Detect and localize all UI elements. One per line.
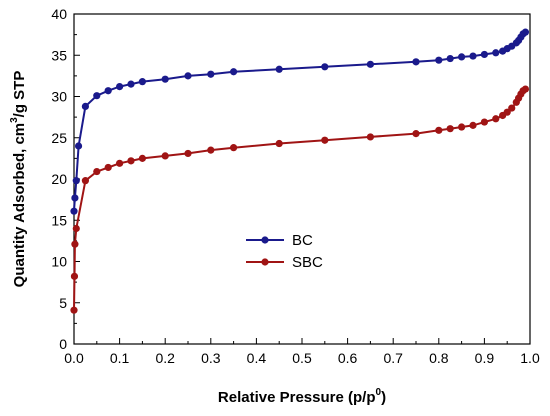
data-point-bc (275, 65, 283, 73)
y-tick-label: 15 (51, 212, 67, 228)
data-point-bc (521, 28, 530, 36)
data-point-bc (412, 58, 420, 66)
data-point-bc (104, 87, 112, 95)
data-point-sbc (412, 130, 420, 138)
y-tick-label: 20 (51, 171, 67, 187)
legend: BC SBC (246, 232, 323, 271)
legend-marker-sbc (261, 258, 269, 266)
x-tick-label: 0.1 (110, 350, 130, 366)
data-point-bc (458, 53, 466, 61)
y-axis: 0 5 10 15 20 25 30 35 40 (51, 6, 80, 352)
data-point-bc (435, 56, 443, 64)
data-point-bc (321, 63, 329, 71)
data-point-sbc (469, 121, 477, 129)
data-point-sbc (435, 126, 443, 134)
data-point-sbc (161, 152, 169, 160)
data-point-sbc (104, 163, 112, 172)
data-point-sbc (116, 159, 124, 167)
data-point-sbc (446, 125, 454, 133)
data-point-sbc (81, 177, 89, 185)
x-tick-label: 1.0 (520, 350, 540, 366)
data-point-sbc (70, 306, 78, 314)
y-tick-label: 0 (59, 336, 67, 352)
x-tick-label: 0.9 (475, 350, 495, 366)
data-point-bc (81, 102, 89, 110)
y-tick-label: 5 (59, 295, 67, 311)
x-tick-label: 0.0 (64, 350, 84, 366)
x-axis-label: Relative Pressure (p/p0) (218, 387, 386, 406)
data-point-sbc (321, 136, 329, 144)
data-point-sbc (138, 154, 146, 162)
data-point-bc (184, 72, 192, 80)
data-point-sbc (230, 144, 238, 152)
data-point-bc (70, 207, 78, 215)
y-axis-label: Quantity Adsorbed, cm3/g STP (9, 71, 28, 288)
data-point-sbc (521, 85, 530, 93)
series-layer (70, 28, 530, 314)
legend-label-bc: BC (292, 232, 313, 249)
data-point-sbc (492, 115, 500, 123)
data-point-bc (71, 194, 79, 202)
y-tick-label: 25 (51, 130, 67, 146)
y-tick-label: 10 (51, 254, 67, 270)
data-point-sbc (93, 167, 101, 176)
data-point-bc (116, 83, 124, 91)
data-point-sbc (275, 139, 283, 148)
plot-area (73, 13, 531, 345)
data-point-sbc (72, 224, 80, 233)
series-line-bc (73, 31, 526, 212)
x-tick-label: 0.7 (383, 350, 403, 366)
data-point-sbc (127, 157, 135, 165)
data-point-bc (138, 78, 146, 86)
data-point-sbc (508, 104, 516, 112)
data-point-bc (366, 60, 374, 68)
x-tick-label: 0.3 (201, 350, 221, 366)
data-point-sbc (71, 240, 79, 248)
data-point-bc (480, 50, 488, 59)
data-point-bc (446, 54, 454, 63)
x-tick-label: 0.8 (429, 350, 449, 366)
data-point-bc (161, 75, 169, 83)
data-point-sbc (366, 133, 374, 141)
data-point-sbc (70, 272, 79, 280)
x-tick-label: 0.5 (292, 350, 312, 366)
x-tick-label: 0.4 (247, 350, 267, 366)
data-point-bc (492, 49, 500, 57)
data-point-sbc (458, 123, 466, 131)
data-point-sbc (503, 108, 511, 116)
data-point-sbc (184, 149, 192, 158)
series-line-sbc (73, 88, 526, 311)
y-tick-label: 35 (51, 47, 67, 63)
y-tick-label: 30 (51, 89, 67, 105)
data-point-bc (74, 142, 83, 150)
data-point-bc (72, 177, 80, 185)
data-point-sbc (480, 118, 488, 126)
x-axis: 0.0 0.1 0.2 0.3 0.4 0.5 0.6 0.7 0.8 0.9 1.0 (64, 338, 540, 366)
x-tick-label: 0.6 (338, 350, 358, 366)
data-point-bc (230, 68, 238, 76)
legend-marker-bc (261, 236, 269, 244)
data-point-sbc (207, 146, 215, 154)
legend-label-sbc: SBC (292, 254, 323, 271)
data-point-bc (127, 80, 135, 88)
data-point-bc (93, 92, 101, 100)
x-tick-label: 0.2 (155, 350, 175, 366)
data-point-bc (207, 70, 215, 78)
data-point-bc (469, 52, 477, 60)
y-tick-label: 40 (51, 6, 67, 22)
